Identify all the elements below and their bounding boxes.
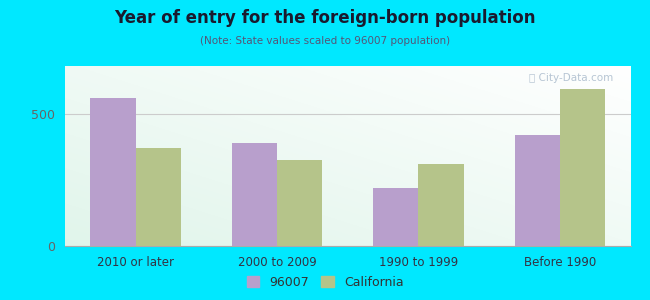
Legend: 96007, California: 96007, California [242,271,408,294]
Bar [136,148,181,246]
Bar [560,88,605,246]
Text: ⓘ City-Data.com: ⓘ City-Data.com [529,73,614,83]
Bar [515,135,560,246]
Bar [232,143,277,246]
Bar [90,98,136,246]
Bar [373,188,419,246]
Bar [277,160,322,246]
Text: (Note: State values scaled to 96007 population): (Note: State values scaled to 96007 popu… [200,36,450,46]
Text: Year of entry for the foreign-born population: Year of entry for the foreign-born popul… [114,9,536,27]
Bar [419,164,463,246]
